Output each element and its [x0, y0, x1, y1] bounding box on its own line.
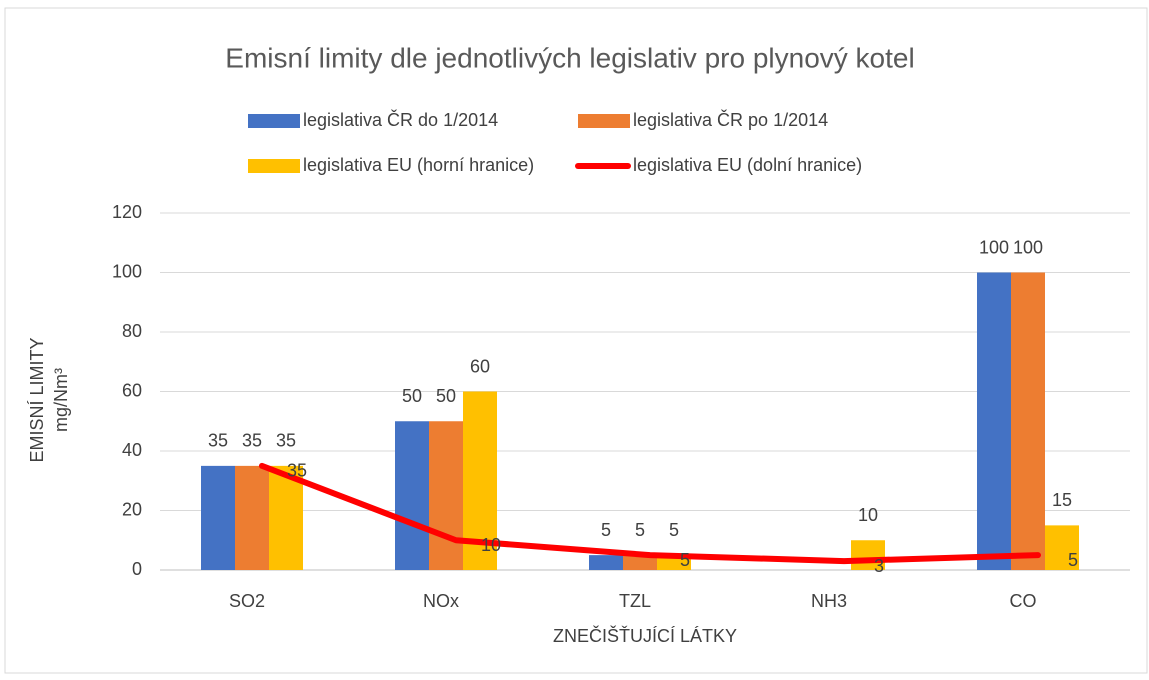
x-tick-label: NOx — [423, 591, 459, 611]
data-label: 5 — [635, 520, 645, 540]
bar — [1045, 525, 1079, 570]
legend-label: legislativa EU (dolní hranice) — [633, 155, 862, 175]
data-label: 35 — [287, 461, 307, 481]
x-tick-label: CO — [1010, 591, 1037, 611]
y-tick-label: 40 — [122, 440, 142, 460]
bar — [851, 540, 885, 570]
y-tick-label: 80 — [122, 321, 142, 341]
bar — [429, 421, 463, 570]
chart-title: Emisní limity dle jednotlivých legislati… — [225, 42, 914, 73]
data-label: 5 — [1068, 550, 1078, 570]
legend-label: legislativa EU (horní hranice) — [303, 155, 534, 175]
bar — [1011, 272, 1045, 570]
x-tick-label: NH3 — [811, 591, 847, 611]
y-tick-label: 0 — [132, 559, 142, 579]
data-label: 35 — [242, 431, 262, 451]
data-label: 100 — [1013, 237, 1043, 257]
legend-label: legislativa ČR po 1/2014 — [633, 109, 828, 130]
x-tick-label: SO2 — [229, 591, 265, 611]
bar — [977, 272, 1011, 570]
y-tick-label: 20 — [122, 499, 142, 519]
data-label: 3 — [874, 556, 884, 576]
data-label: 15 — [1052, 490, 1072, 510]
bar — [235, 465, 269, 570]
data-label: 35 — [208, 431, 228, 451]
bar — [395, 421, 429, 570]
bar — [623, 555, 657, 570]
legend-label: legislativa ČR do 1/2014 — [303, 109, 498, 130]
y-axis-label: mg/Nm³ — [51, 368, 71, 432]
chart-frame — [4, 7, 1148, 674]
x-axis-label: ZNEČIŠŤUJÍCÍ LÁTKY — [553, 625, 737, 646]
data-label: 10 — [858, 505, 878, 525]
data-label: 5 — [601, 520, 611, 540]
x-tick-label: TZL — [619, 591, 651, 611]
y-tick-label: 60 — [122, 380, 142, 400]
y-tick-label: 100 — [112, 261, 142, 281]
legend-swatch — [578, 114, 630, 128]
bar — [269, 465, 303, 570]
y-axis-label: EMISNÍ LIMITY — [27, 337, 47, 462]
data-label: 50 — [402, 386, 422, 406]
y-tick-label: 120 — [112, 202, 142, 222]
data-label: 5 — [680, 550, 690, 570]
bar — [589, 555, 623, 570]
data-label: 5 — [669, 520, 679, 540]
data-label: 35 — [276, 431, 296, 451]
line — [259, 462, 1041, 565]
data-label: 50 — [436, 386, 456, 406]
data-label: 100 — [979, 237, 1009, 257]
data-label: 60 — [470, 356, 490, 376]
legend-swatch — [248, 159, 300, 173]
legend-swatch — [248, 114, 300, 128]
data-label: 10 — [481, 535, 501, 555]
bar — [201, 465, 235, 570]
